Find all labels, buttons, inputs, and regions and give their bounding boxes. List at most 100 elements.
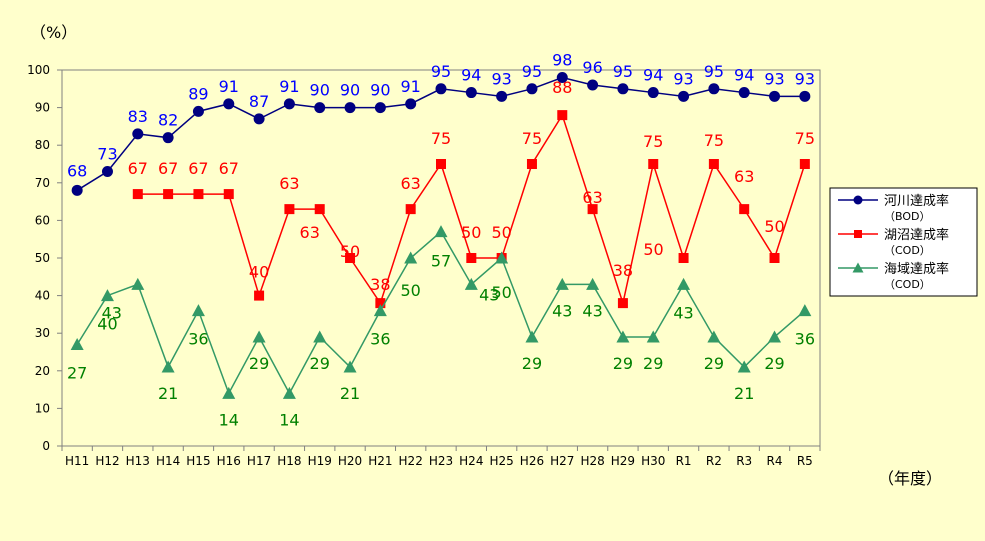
x-tick-label: R1	[676, 454, 692, 468]
data-label: 95	[431, 62, 451, 81]
data-point	[404, 251, 418, 264]
data-point	[707, 330, 721, 343]
x-tick-label: H21	[368, 454, 392, 468]
data-label: 21	[340, 384, 360, 403]
data-point	[435, 83, 447, 95]
data-point	[70, 337, 84, 350]
data-label: 95	[613, 62, 633, 81]
data-point	[495, 251, 509, 264]
data-point	[678, 253, 689, 263]
data-label: 43	[552, 301, 572, 320]
x-tick-label: H26	[520, 454, 544, 468]
data-point	[799, 159, 810, 169]
x-tick-label: H13	[126, 454, 150, 468]
data-label: 43	[673, 303, 693, 322]
data-point	[345, 253, 356, 263]
x-tick-label: H20	[338, 454, 362, 468]
data-label: 94	[643, 66, 663, 85]
data-label: 95	[522, 62, 542, 81]
x-axis: H11 H12 H13 H14 H15 H16 H17 H18 H19 H20 H21 H22 H23 H…	[61, 446, 821, 468]
data-label: 40	[97, 315, 117, 334]
data-point	[373, 304, 387, 317]
data-point	[617, 83, 629, 95]
data-point	[708, 159, 719, 169]
legend-label: 海域達成率	[884, 261, 949, 277]
data-point	[587, 204, 598, 215]
data-point	[344, 102, 356, 114]
x-tick-label: H22	[399, 454, 423, 468]
data-point	[739, 204, 750, 215]
data-point	[557, 110, 568, 121]
data-label: 29	[613, 354, 633, 373]
legend-label: 河川達成率	[884, 193, 949, 209]
y-tick-label: 0	[42, 439, 50, 453]
data-label: 67	[158, 159, 178, 178]
legend-sublabel: （COD）	[884, 278, 931, 291]
data-point	[252, 330, 266, 343]
x-tick-label: H27	[550, 454, 574, 468]
y-tick-label: 100	[27, 63, 50, 77]
data-label: 96	[582, 58, 602, 77]
data-label: 14	[219, 410, 239, 429]
legend: 河川達成率（BOD）湖沼達成率（COD）海域達成率（COD）	[829, 187, 978, 297]
data-point	[798, 304, 812, 317]
data-label: 63	[279, 174, 299, 193]
data-label: 75	[431, 129, 451, 148]
data-point	[526, 83, 538, 95]
legend-sublabel: （BOD）	[884, 210, 930, 223]
data-label: 36	[370, 330, 390, 349]
data-label: 50	[764, 217, 784, 236]
data-label: 93	[673, 69, 693, 88]
data-point	[405, 98, 417, 110]
x-tick-label: R5	[797, 454, 813, 468]
data-point	[71, 184, 83, 196]
data-label: 68	[67, 161, 87, 180]
data-point	[132, 189, 143, 200]
data-point	[282, 386, 296, 399]
y-tick-label: 70	[35, 176, 50, 190]
data-label: 91	[401, 77, 421, 96]
y-tick-label: 10	[35, 401, 50, 415]
data-label: 93	[764, 69, 784, 88]
data-label: 29	[310, 354, 330, 373]
data-point	[769, 253, 780, 263]
data-point	[737, 360, 751, 373]
data-point	[464, 277, 478, 290]
data-point	[254, 290, 265, 301]
y-tick-label: 50	[35, 251, 50, 265]
data-point	[646, 330, 660, 343]
data-label: 93	[795, 69, 815, 88]
data-point	[101, 166, 113, 178]
data-point	[617, 298, 628, 309]
data-label: 63	[734, 167, 754, 186]
data-label: 43	[102, 303, 122, 322]
x-tick-label: R2	[706, 454, 722, 468]
data-label: 29	[704, 354, 724, 373]
data-point	[131, 277, 145, 290]
data-point	[616, 330, 630, 343]
data-point	[436, 159, 446, 169]
data-point	[163, 189, 174, 200]
legend-marker	[852, 262, 864, 273]
data-label: 67	[219, 159, 239, 178]
y-tick-label: 80	[35, 138, 50, 152]
data-label: 43	[582, 301, 602, 320]
data-label: 67	[128, 159, 148, 178]
x-axis-label: （年度）	[878, 469, 942, 488]
data-label: 57	[431, 252, 451, 271]
data-point	[648, 159, 659, 169]
data-point	[162, 132, 174, 144]
x-tick-label: H23	[429, 454, 453, 468]
data-point	[708, 83, 720, 95]
y-axis: 0 10 20 30 40 50 60 70 80 90 100	[27, 63, 62, 453]
data-point	[434, 225, 448, 238]
series-3	[70, 225, 812, 399]
y-tick-label: 90	[35, 101, 50, 115]
data-label: 91	[219, 77, 239, 96]
x-tick-label: H11	[65, 454, 89, 468]
data-label: 75	[643, 132, 663, 151]
data-point	[223, 98, 235, 110]
data-label: 63	[401, 174, 421, 193]
data-point	[526, 159, 537, 169]
